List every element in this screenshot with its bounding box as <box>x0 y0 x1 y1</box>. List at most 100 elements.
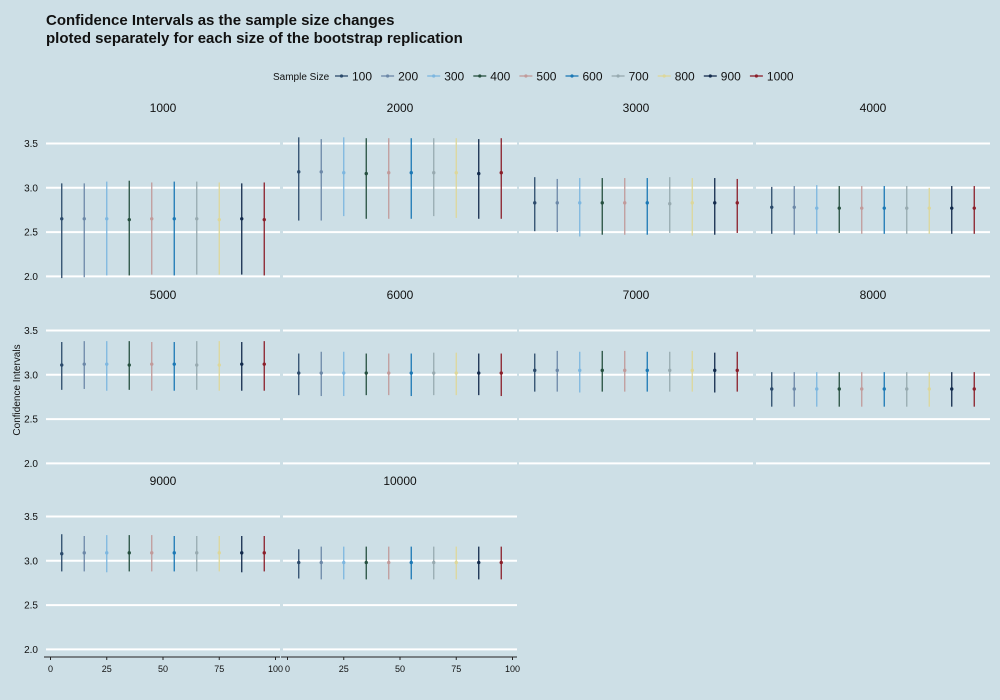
legend-key-point <box>662 74 666 78</box>
errorbar-mean-point <box>217 217 221 222</box>
y-tick-label: 3.0 <box>24 556 38 567</box>
errorbar-mean-point <box>533 201 537 205</box>
errorbar-mean-point <box>105 551 109 555</box>
errorbar-mean-point <box>713 368 717 373</box>
y-tick-label: 2.0 <box>24 272 38 283</box>
errorbar-mean-point <box>319 170 323 174</box>
y-tick-label: 2.5 <box>24 415 38 426</box>
errorbar-mean-point <box>127 363 131 367</box>
facet-label: 9000 <box>150 474 177 488</box>
errorbar-mean-point <box>364 171 368 176</box>
legend-key-point <box>616 74 620 78</box>
x-tick-label: 25 <box>102 664 112 674</box>
legend-entry-label: 400 <box>490 70 510 84</box>
errorbar-mean-point <box>217 363 221 367</box>
y-tick-label: 2.5 <box>24 228 38 239</box>
facet-label: 7000 <box>623 288 650 302</box>
errorbar-mean-point <box>262 217 266 222</box>
errorbar-mean-point <box>770 387 774 391</box>
legend-key-point <box>432 74 436 78</box>
x-tick-label: 50 <box>395 664 405 674</box>
x-tick-label: 100 <box>505 664 520 674</box>
errorbar-mean-point <box>578 201 582 205</box>
errorbar-mean-point <box>600 368 604 373</box>
errorbar-mean-point <box>499 171 503 175</box>
y-tick-label: 3.0 <box>24 370 38 381</box>
errorbar-mean-point <box>127 551 131 555</box>
x-tick-label: 0 <box>48 664 53 674</box>
y-axis-label: Confidence Intervals <box>12 344 23 435</box>
legend-key-point <box>339 74 344 78</box>
errorbar-mean-point <box>297 371 301 375</box>
errorbar-mean-point <box>172 217 176 221</box>
legend-key-point <box>570 74 574 78</box>
y-tick-label: 3.5 <box>24 139 38 150</box>
errorbar-mean-point <box>600 201 604 205</box>
errorbar-mean-point <box>342 171 346 175</box>
errorbar-mean-point <box>882 387 886 391</box>
y-tick-label: 2.5 <box>24 601 38 612</box>
legend-entry-label: 100 <box>352 70 372 84</box>
legend-entry-label: 200 <box>398 70 418 84</box>
errorbar-mean-point <box>409 371 413 375</box>
errorbar-mean-point <box>319 560 323 565</box>
errorbar-mean-point <box>364 371 368 375</box>
legend-entry-label: 1000 <box>767 70 794 84</box>
facet-label: 5000 <box>150 288 177 302</box>
facet-label: 4000 <box>860 101 887 115</box>
facet-label: 6000 <box>387 288 414 302</box>
x-tick-label: 25 <box>339 664 349 674</box>
errorbar-mean-point <box>127 217 131 222</box>
facet-label: 10000 <box>383 474 417 488</box>
errorbar-mean-point <box>735 368 739 373</box>
errorbar-mean-point <box>499 560 503 565</box>
y-tick-label: 3.5 <box>24 512 38 523</box>
errorbar-mean-point <box>195 363 199 367</box>
chart-subtitle: ploted separately for each size of the b… <box>46 30 463 47</box>
errorbar-mean-point <box>905 206 909 210</box>
errorbar-mean-point <box>297 560 301 565</box>
errorbar-mean-point <box>950 206 954 210</box>
errorbar-mean-point <box>690 201 694 205</box>
errorbar-mean-point <box>262 551 266 555</box>
errorbar-mean-point <box>860 387 864 391</box>
errorbar-mean-point <box>668 368 672 373</box>
facet-label: 1000 <box>150 101 177 115</box>
legend-key-point <box>524 74 528 78</box>
errorbar-mean-point <box>477 171 481 176</box>
errorbar-mean-point <box>882 206 886 210</box>
errorbar-mean-point <box>578 368 582 373</box>
legend-key-point <box>708 74 712 78</box>
legend-key-point <box>478 74 482 78</box>
facet-label: 3000 <box>623 101 650 115</box>
y-tick-label: 3.0 <box>24 183 38 194</box>
legend-title: Sample Size <box>273 72 330 83</box>
chart-title-block: Confidence Intervals as the sample size … <box>46 12 463 48</box>
errorbar-mean-point <box>792 205 796 209</box>
errorbar-mean-point <box>555 201 559 205</box>
errorbar-mean-point <box>927 387 931 391</box>
y-tick-label: 2.0 <box>24 459 38 470</box>
errorbar-mean-point <box>432 171 436 175</box>
errorbar-mean-point <box>240 362 244 366</box>
errorbar-mean-point <box>499 371 503 375</box>
errorbar-mean-point <box>792 387 796 391</box>
x-tick-label: 75 <box>214 664 224 674</box>
errorbar-mean-point <box>105 362 109 366</box>
errorbar-mean-point <box>240 217 244 221</box>
legend-entry-label: 700 <box>629 70 649 84</box>
chart-title: Confidence Intervals as the sample size … <box>46 12 395 29</box>
errorbar-mean-point <box>623 201 627 205</box>
errorbar-mean-point <box>105 217 109 221</box>
errorbar-mean-point <box>82 551 86 555</box>
x-tick-label: 50 <box>158 664 168 674</box>
errorbar-mean-point <box>82 362 86 366</box>
errorbar-mean-point <box>454 371 458 375</box>
errorbar-mean-point <box>342 560 346 565</box>
errorbar-mean-point <box>770 205 774 209</box>
errorbar-mean-point <box>735 201 739 205</box>
errorbar-mean-point <box>60 552 64 556</box>
errorbar-mean-point <box>240 551 244 555</box>
errorbar-mean-point <box>668 202 672 206</box>
errorbar-mean-point <box>713 201 717 205</box>
